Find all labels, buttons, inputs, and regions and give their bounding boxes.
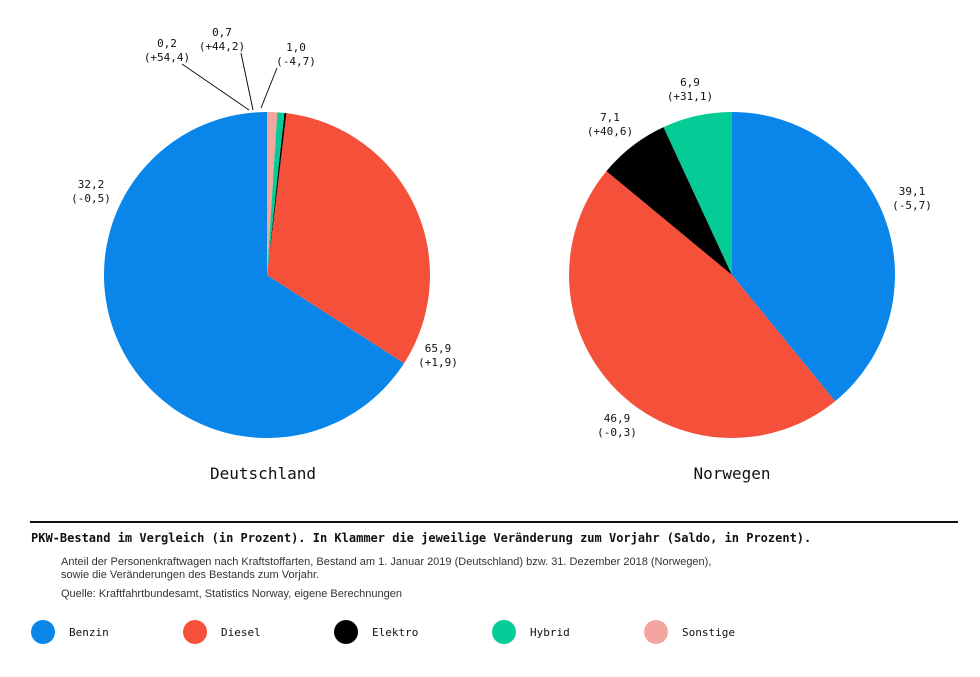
leader-line-deutschland-hybrid: [240, 52, 254, 111]
legend-label-hybrid: Hybrid: [530, 625, 570, 639]
legend-label-sonstige: Sonstige: [682, 625, 735, 639]
legend-item-elektro: Elektro: [334, 619, 418, 645]
legend-label-benzin: Benzin: [69, 625, 109, 639]
data-label-norwegen-elektro-value: 7,1: [600, 111, 620, 124]
chart-note: Anteil der Personenkraftwagen nach Kraft…: [61, 556, 711, 582]
legend-swatch-sonstige: [644, 620, 668, 644]
data-label-deutschland-hybrid-change: (+44,2): [199, 40, 245, 53]
data-label-norwegen-diesel-change: (-0,3): [597, 426, 637, 439]
caption-divider: [30, 521, 958, 523]
data-label-deutschland-diesel-value: 32,2: [78, 178, 105, 191]
legend: Benzin Diesel Elektro Hybrid Sonstige: [0, 619, 980, 647]
data-label-deutschland-sonstige-value: 1,0: [286, 41, 306, 54]
pie-slice-norwegen-diesel: [569, 171, 836, 438]
pie-slice-deutschland-diesel: [267, 113, 430, 364]
legend-label-elektro: Elektro: [372, 625, 419, 639]
data-label-deutschland-hybrid-value: 0,7: [212, 26, 232, 39]
data-label-deutschland-elektro-change: (+54,4): [144, 51, 190, 64]
legend-item-sonstige: Sonstige: [644, 619, 735, 645]
data-label-deutschland-benzin-change: (+1,9): [418, 356, 458, 369]
pie-title-deutschland: Deutschland: [210, 464, 316, 483]
data-label-norwegen-benzin-value: 39,1: [899, 185, 926, 198]
pie-slice-deutschland-sonstige: [267, 112, 278, 275]
pie-slice-norwegen-elektro: [606, 127, 732, 275]
legend-swatch-elektro: [334, 620, 358, 644]
chart-caption: PKW-Bestand im Vergleich (in Prozent). I…: [31, 531, 812, 545]
pie-slice-norwegen-hybrid: [663, 112, 732, 275]
data-label-norwegen-elektro-change: (+40,6): [587, 125, 633, 138]
legend-swatch-diesel: [183, 620, 207, 644]
legend-item-diesel: Diesel: [183, 619, 261, 645]
data-label-deutschland-diesel-change: (-0,5): [71, 192, 111, 205]
chart-note-line-2: sowie die Veränderungen des Bestands zum…: [61, 569, 320, 581]
pie-chart-norwegen: [569, 112, 895, 438]
leader-line-deutschland-sonstige: [260, 67, 278, 109]
data-label-norwegen-diesel-value: 46,9: [604, 412, 631, 425]
data-label-deutschland-benzin-value: 65,9: [425, 342, 452, 355]
pie-slice-deutschland-benzin: [103, 112, 405, 438]
chart-note-line-1: Anteil der Personenkraftwagen nach Kraft…: [61, 556, 712, 568]
data-label-deutschland-sonstige-change: (-4,7): [276, 55, 316, 68]
legend-label-diesel: Diesel: [221, 625, 261, 639]
data-label-norwegen-benzin-change: (-5,7): [892, 199, 932, 212]
data-label-norwegen-hybrid-value: 6,9: [680, 76, 700, 89]
legend-item-hybrid: Hybrid: [492, 619, 570, 645]
leader-line-deutschland-elektro: [181, 63, 250, 111]
pie-title-norwegen: Norwegen: [693, 464, 770, 483]
pie-slice-deutschland-hybrid: [267, 112, 285, 275]
pie-labels-norwegen: 39,1(-5,7) 46,9(-0,3) 7,1(+40,6) 6,9(+31,1): [587, 76, 932, 439]
data-label-norwegen-hybrid-change: (+31,1): [667, 90, 713, 103]
pie-charts: 65,9(+1,9) 32,2(-0,5) 0,2(+54,4) 0,7(+44,2)…: [71, 26, 932, 483]
legend-swatch-benzin: [31, 620, 55, 644]
chart-source: Quelle: Kraftfahrtbundesamt, Statistics …: [61, 588, 402, 600]
pie-slice-norwegen-benzin: [732, 112, 895, 402]
data-label-deutschland-elektro-value: 0,2: [157, 37, 177, 50]
legend-item-benzin: Benzin: [31, 619, 109, 645]
pie-chart-deutschland: [103, 112, 430, 438]
pie-labels-deutschland: 65,9(+1,9) 32,2(-0,5) 0,2(+54,4) 0,7(+44,2)…: [71, 26, 458, 369]
legend-swatch-hybrid: [492, 620, 516, 644]
pie-slice-deutschland-elektro: [267, 112, 287, 276]
